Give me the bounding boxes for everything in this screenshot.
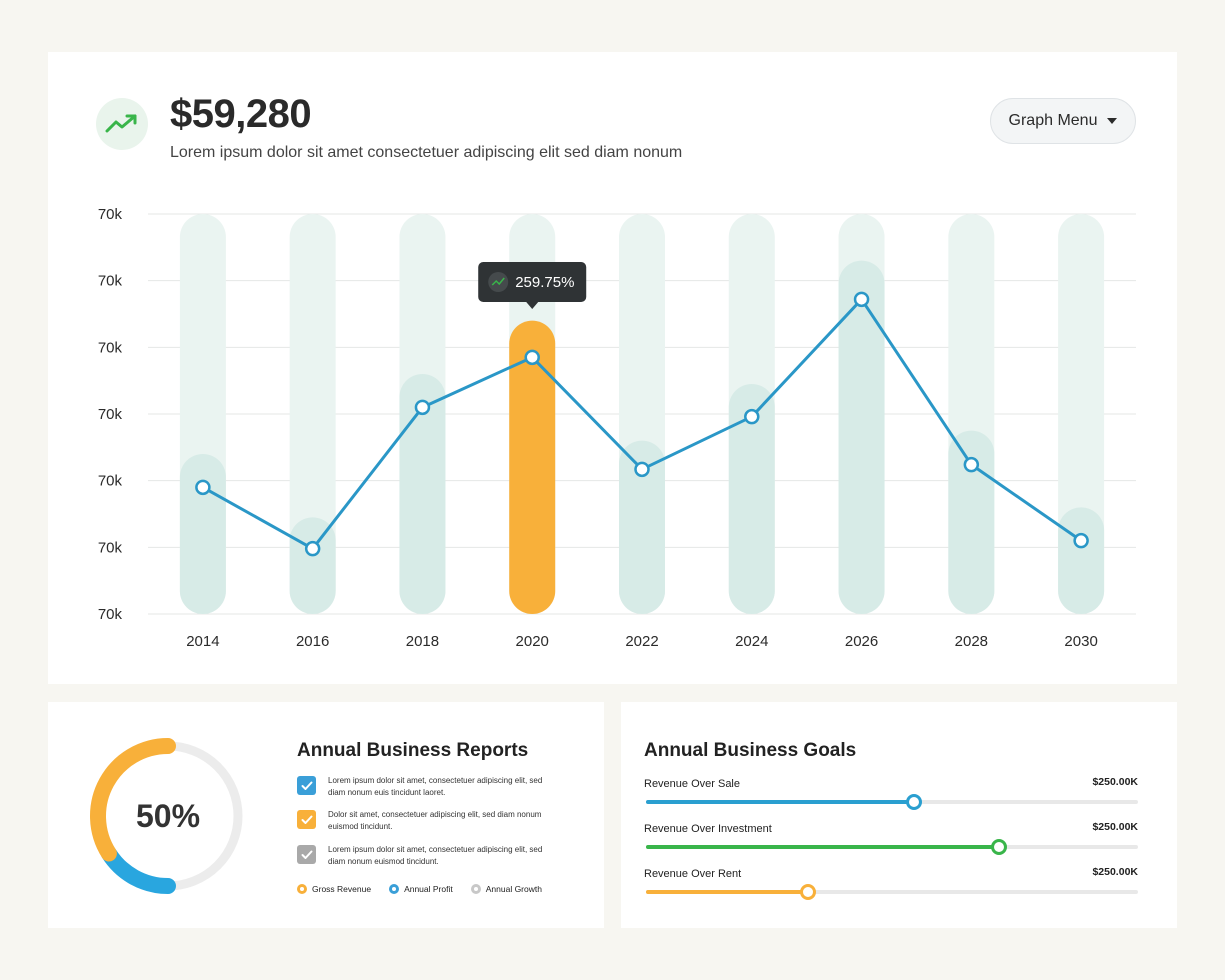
bar[interactable]: [619, 440, 665, 614]
goal-value: $250.00K: [1092, 776, 1138, 788]
x-tick-label: 2020: [516, 633, 549, 650]
bar[interactable]: [289, 517, 336, 614]
x-tick-label: 2028: [955, 633, 988, 650]
x-tick-label: 2026: [845, 633, 878, 650]
revenue-chart: 70k 70k 70k 70k 70k 70k 70k 2014 2016 2018 2020 20…: [98, 206, 1136, 650]
report-item-text: Dolor sit amet, consectetuer adipiscing …: [328, 810, 542, 831]
x-tick-label: 2018: [406, 633, 439, 650]
goal-slider-fill: [646, 890, 809, 894]
legend-dot-icon: [389, 884, 400, 894]
line-point[interactable]: [744, 408, 760, 425]
bar[interactable]: [399, 374, 446, 614]
progress-donut: 50%: [84, 732, 252, 900]
bar[interactable]: [838, 260, 885, 614]
y-tick-label: 70k: [98, 206, 123, 223]
goal-slider-track[interactable]: [646, 794, 1138, 810]
y-tick-label: 70k: [98, 406, 123, 423]
report-item-text: Lorem ipsum dolor sit amet, consectetuer…: [328, 845, 543, 866]
x-tick-label: 2014: [186, 633, 219, 650]
graph-menu-button[interactable]: Graph Menu: [990, 98, 1136, 144]
line-point[interactable]: [304, 540, 321, 557]
legend-label: Gross Revenue: [312, 884, 372, 894]
goal-label: Revenue Over Rent: [644, 868, 742, 880]
bar-highlighted[interactable]: [509, 320, 556, 614]
line-point[interactable]: [634, 461, 650, 478]
x-tick-label: 2022: [625, 633, 658, 650]
legend-label: Annual Profit: [404, 884, 453, 894]
checkbox-checked-icon[interactable]: [297, 845, 316, 864]
legend-dot-icon: [470, 884, 481, 894]
goal-slider-handle[interactable]: [800, 884, 817, 900]
report-item[interactable]: Lorem ipsum dolor sit amet, consectetuer…: [297, 844, 557, 868]
y-tick-label: 70k: [98, 273, 123, 290]
report-item[interactable]: Dolor sit amet, consectetuer adipiscing …: [297, 809, 557, 833]
report-item-text: Lorem ipsum dolor sit amet, consectetuer…: [328, 776, 543, 797]
donut-percent-label: 50%: [135, 797, 201, 834]
goal-slider-track[interactable]: [646, 884, 1138, 900]
tooltip-pointer: [526, 302, 539, 309]
goal-slider-handle[interactable]: [991, 839, 1008, 855]
reports-title: Annual Business Reports: [297, 740, 529, 761]
revenue-chart-card: $59,280 Lorem ipsum dolor sit amet conse…: [48, 52, 1177, 684]
line-point[interactable]: [195, 479, 211, 496]
trending-up-icon-glyph: [491, 277, 505, 286]
annual-goals-card: Annual Business Goals Revenue Over Sale …: [621, 702, 1177, 928]
x-tick-label: 2030: [1064, 633, 1097, 650]
y-tick-label: 70k: [98, 539, 123, 556]
checkbox-checked-icon[interactable]: [297, 776, 316, 795]
headline-amount: $59,280: [170, 92, 312, 136]
bar[interactable]: [728, 384, 775, 614]
y-tick-label: 70k: [98, 339, 123, 356]
annual-reports-card: 50% Annual Business Reports Lorem ipsum …: [48, 702, 604, 928]
bar[interactable]: [179, 454, 226, 614]
line-point[interactable]: [524, 349, 540, 366]
legend-item-annual-profit: Annual Profit: [389, 884, 453, 894]
legend-item-annual-growth: Annual Growth: [470, 884, 542, 894]
tooltip-text: 259.75%: [515, 274, 574, 291]
trend-badge: [96, 98, 148, 150]
y-tick-label: 70k: [98, 606, 123, 623]
checkbox-checked-icon[interactable]: [297, 810, 316, 829]
y-tick-label: 70k: [98, 473, 123, 490]
graph-menu-label: Graph Menu: [1008, 112, 1098, 129]
goal-slider-fill: [646, 800, 915, 804]
x-tick-label: 2016: [296, 633, 329, 650]
line-point[interactable]: [853, 291, 870, 308]
donut-segment-revenue: [90, 738, 176, 862]
goal-slider-track[interactable]: [646, 839, 1138, 855]
tooltip-box: [478, 262, 587, 302]
x-tick-label: 2024: [735, 633, 768, 650]
line-point[interactable]: [414, 399, 431, 416]
goal-label: Revenue Over Sale: [644, 778, 740, 790]
goals-title: Annual Business Goals: [644, 740, 857, 761]
legend-item-gross-revenue: Gross Revenue: [297, 884, 371, 894]
report-item[interactable]: Lorem ipsum dolor sit amet, consectetuer…: [297, 775, 557, 799]
legend-label: Annual Growth: [485, 884, 542, 894]
bar[interactable]: [1058, 507, 1105, 614]
goal-slider-handle[interactable]: [906, 794, 923, 810]
headline-subtitle: Lorem ipsum dolor sit amet consectetuer …: [170, 144, 683, 161]
chevron-down-icon: [1107, 118, 1118, 124]
reports-legend: Gross Revenue Annual Profit Annual Growt…: [297, 884, 542, 894]
goal-value: $250.00K: [1092, 821, 1138, 833]
bar-background: [289, 214, 336, 614]
goal-label: Revenue Over Investment: [644, 823, 772, 835]
trending-up-icon: [105, 114, 137, 133]
goal-slider-fill: [646, 845, 1000, 849]
line-point[interactable]: [963, 456, 980, 473]
bar[interactable]: [948, 430, 995, 614]
value-tooltip: 259.75%: [478, 262, 587, 309]
line-point[interactable]: [1073, 532, 1089, 549]
goal-value: $250.00K: [1092, 866, 1138, 878]
legend-dot-icon: [297, 884, 307, 894]
